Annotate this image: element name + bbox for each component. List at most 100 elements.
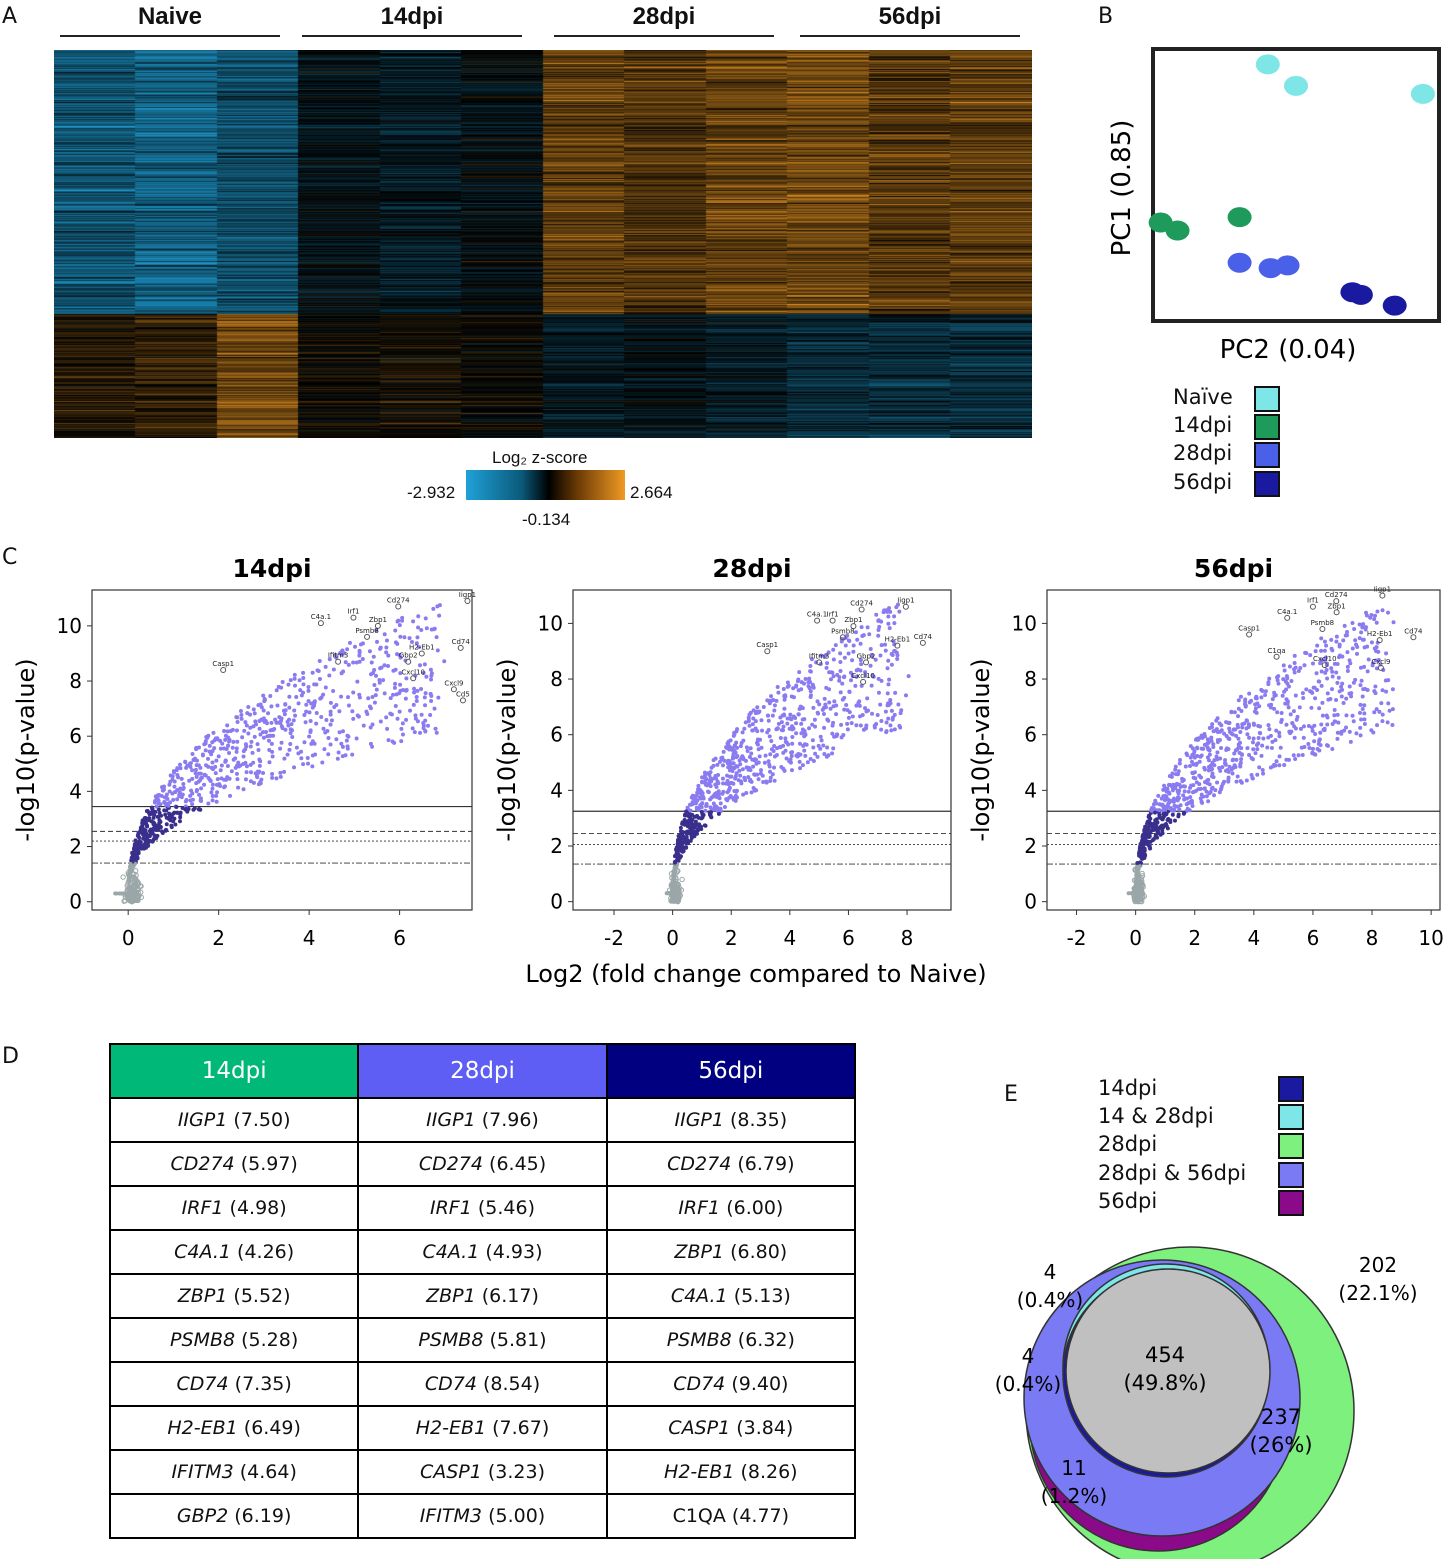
volcano-point — [1341, 638, 1346, 643]
volcano-point — [828, 706, 833, 711]
volcano-point — [803, 732, 808, 737]
volcano-point — [892, 649, 897, 654]
volcano-point — [758, 737, 763, 742]
volcano-point — [789, 724, 794, 729]
volcano-point — [855, 637, 860, 642]
volcano-point — [1272, 706, 1277, 711]
volcano-point — [308, 718, 313, 723]
volcano-point — [1290, 720, 1295, 725]
labeled-gene-point — [464, 598, 471, 605]
volcano-point — [1362, 721, 1367, 726]
volcano-point — [271, 727, 276, 732]
volcano-point — [193, 767, 198, 772]
volcano-point — [254, 722, 259, 727]
volcano-point — [164, 792, 169, 797]
volcano-point — [858, 723, 863, 728]
volcano-point — [727, 759, 732, 764]
volcano-point — [1253, 706, 1258, 711]
volcano-point — [137, 835, 142, 840]
volcano-point — [1319, 648, 1324, 653]
volcano-point — [172, 779, 177, 784]
colorbar-mid: -0.134 — [522, 510, 571, 529]
volcano-point — [1347, 729, 1352, 734]
volcano-point — [301, 682, 306, 687]
colorbar-max: 2.664 — [630, 483, 673, 502]
volcano-point — [789, 694, 794, 699]
volcano-point — [1279, 710, 1284, 715]
volcano-title: 56dpi — [1194, 554, 1273, 583]
volcano-point — [1190, 804, 1195, 809]
venn-legend-label: 28dpi — [1098, 1132, 1158, 1156]
volcano-point — [1219, 728, 1224, 733]
volcano-point — [286, 723, 291, 728]
volcano-point — [807, 726, 812, 731]
colorbar — [466, 470, 625, 500]
volcano-point — [324, 717, 329, 722]
volcano-point — [1255, 747, 1260, 752]
volcano-point — [879, 727, 884, 732]
table-cell: IRF1 (4.98) — [108, 1185, 360, 1231]
volcano-point — [1211, 744, 1216, 749]
volcano-point — [294, 694, 299, 699]
volcano-point — [734, 729, 739, 734]
volcano-point — [178, 812, 183, 817]
y-tick-label: 0 — [69, 890, 82, 914]
volcano-point — [849, 678, 854, 683]
labeled-gene-point — [863, 659, 870, 666]
volcano-point — [1340, 681, 1345, 686]
volcano-point — [680, 846, 685, 851]
volcano-point — [1224, 734, 1229, 739]
volcano-point — [1289, 678, 1294, 683]
volcano-point — [1357, 622, 1362, 627]
volcano-point — [720, 791, 725, 796]
volcano-point — [811, 705, 816, 710]
volcano-point — [733, 774, 738, 779]
gene-name: CD274 — [667, 1153, 732, 1175]
volcano-point — [849, 721, 854, 726]
volcano-point — [838, 660, 843, 665]
volcano-point — [772, 778, 777, 783]
volcano-point — [1162, 811, 1167, 816]
volcano-point — [1235, 774, 1240, 779]
volcano-frame — [572, 589, 952, 911]
volcano-point — [771, 749, 776, 754]
volcano-point — [1183, 796, 1188, 801]
volcano-point — [1292, 735, 1297, 740]
volcano-point — [787, 716, 792, 721]
volcano-point — [1180, 776, 1185, 781]
volcano-point — [1330, 674, 1335, 679]
y-tick-label: 2 — [1024, 834, 1037, 858]
panel-label-d: D — [2, 1044, 19, 1069]
gene-name: IIGP1 — [177, 1109, 228, 1131]
volcano-point — [1298, 665, 1303, 670]
volcano-point — [854, 703, 859, 708]
volcano-point — [174, 804, 179, 809]
volcano-point-ns — [131, 894, 138, 901]
volcano-point — [361, 723, 366, 728]
volcano-point — [370, 695, 375, 700]
volcano-point — [767, 734, 772, 739]
venn-legend-label: 14 & 28dpi — [1098, 1104, 1214, 1128]
volcano-point — [732, 732, 737, 737]
volcano-point — [696, 823, 701, 828]
volcano-point — [781, 724, 786, 729]
volcano-point — [1202, 765, 1207, 770]
volcano-point — [747, 712, 752, 717]
volcano-point — [239, 716, 244, 721]
volcano-point — [1236, 698, 1241, 703]
volcano-point — [686, 812, 691, 817]
volcano-point — [1197, 782, 1202, 787]
pca-legend-swatch — [1254, 386, 1280, 412]
volcano-point — [869, 683, 874, 688]
volcano-point — [225, 723, 230, 728]
x-tick-label: 6 — [1307, 926, 1320, 950]
volcano-point — [1349, 694, 1354, 699]
volcano-point — [808, 689, 813, 694]
volcano-point — [249, 739, 254, 744]
volcano-point — [678, 825, 683, 830]
volcano-point — [1373, 613, 1378, 618]
volcano-point — [799, 721, 804, 726]
volcano-point — [1319, 669, 1324, 674]
volcano-point — [1206, 740, 1211, 745]
volcano-point — [815, 710, 820, 715]
